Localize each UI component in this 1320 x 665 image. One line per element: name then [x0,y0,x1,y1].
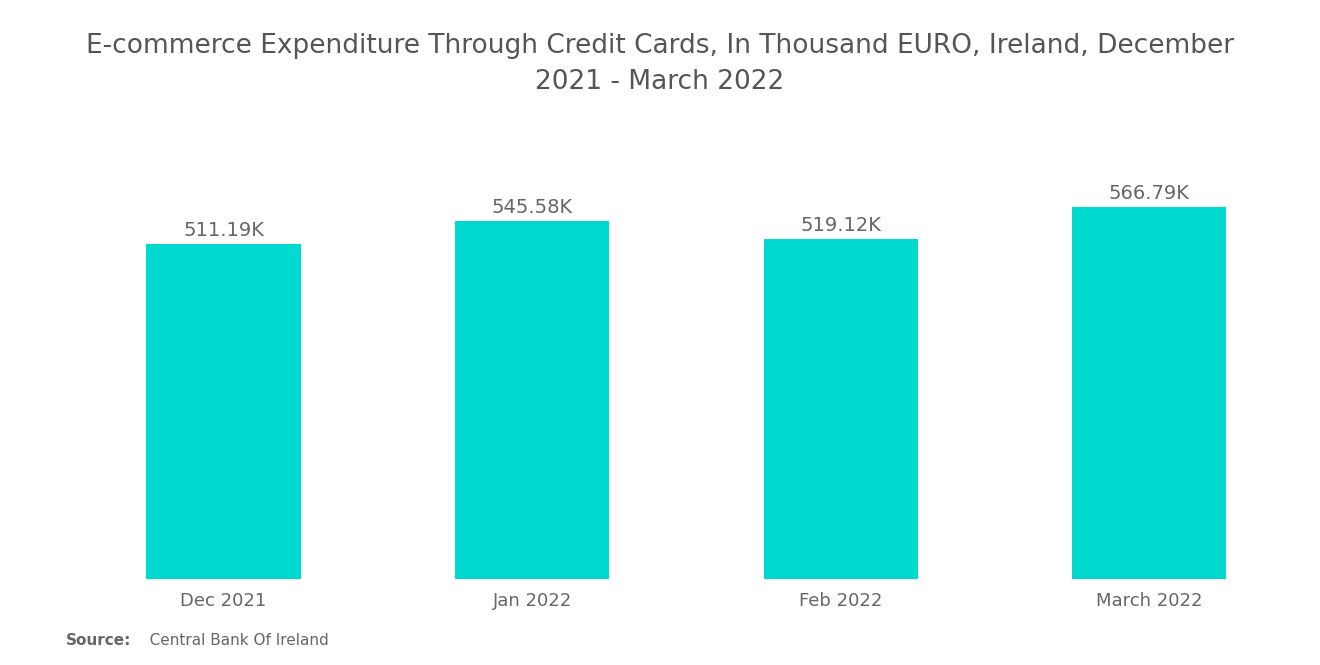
Bar [455,221,610,579]
Text: Central Bank Of Ireland: Central Bank Of Ireland [135,633,329,648]
Text: 511.19K: 511.19K [183,221,264,240]
Text: E-commerce Expenditure Through Credit Cards, In Thousand EURO, Ireland, December: E-commerce Expenditure Through Credit Ca… [86,33,1234,95]
Text: 519.12K: 519.12K [800,215,882,235]
Bar [1072,207,1226,579]
Bar [763,239,917,579]
Bar [147,244,301,579]
Text: 566.79K: 566.79K [1109,184,1189,203]
Text: 545.58K: 545.58K [491,198,573,217]
Text: Source:: Source: [66,633,132,648]
